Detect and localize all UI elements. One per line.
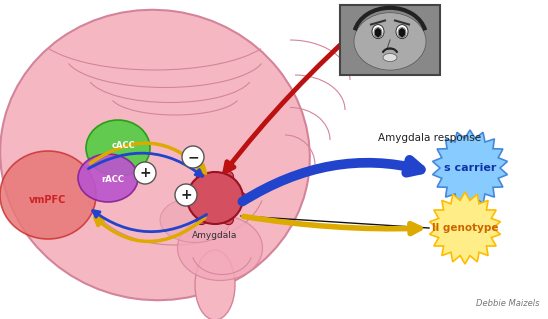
Text: Amygdala response: Amygdala response: [379, 133, 482, 143]
Text: +: +: [180, 188, 192, 202]
Text: ll genotype: ll genotype: [432, 223, 498, 233]
Polygon shape: [340, 5, 440, 75]
Ellipse shape: [354, 13, 426, 70]
Ellipse shape: [220, 171, 233, 187]
Ellipse shape: [78, 154, 138, 202]
Text: +: +: [139, 166, 151, 180]
Ellipse shape: [396, 25, 408, 39]
Ellipse shape: [383, 54, 397, 62]
Ellipse shape: [231, 192, 247, 204]
Ellipse shape: [196, 210, 209, 225]
Ellipse shape: [183, 192, 199, 204]
Ellipse shape: [187, 172, 243, 224]
Circle shape: [175, 184, 197, 206]
Polygon shape: [432, 130, 507, 206]
Text: Debbie Maizels: Debbie Maizels: [477, 299, 540, 308]
Ellipse shape: [372, 25, 384, 39]
Ellipse shape: [398, 28, 406, 37]
Polygon shape: [430, 192, 500, 264]
Ellipse shape: [160, 197, 230, 242]
Ellipse shape: [86, 120, 150, 176]
Ellipse shape: [374, 28, 381, 37]
Ellipse shape: [178, 216, 262, 280]
Ellipse shape: [0, 10, 310, 300]
Circle shape: [182, 146, 204, 168]
Ellipse shape: [0, 151, 96, 239]
Text: vmPFC: vmPFC: [29, 195, 67, 205]
Ellipse shape: [196, 171, 209, 187]
Text: Amygdala: Amygdala: [192, 232, 238, 241]
Circle shape: [134, 162, 156, 184]
Text: rACC: rACC: [101, 175, 124, 184]
Text: s carrier: s carrier: [444, 163, 496, 173]
Ellipse shape: [195, 250, 235, 319]
Text: cACC: cACC: [111, 142, 135, 151]
Text: −: −: [187, 150, 199, 164]
Ellipse shape: [220, 210, 233, 225]
